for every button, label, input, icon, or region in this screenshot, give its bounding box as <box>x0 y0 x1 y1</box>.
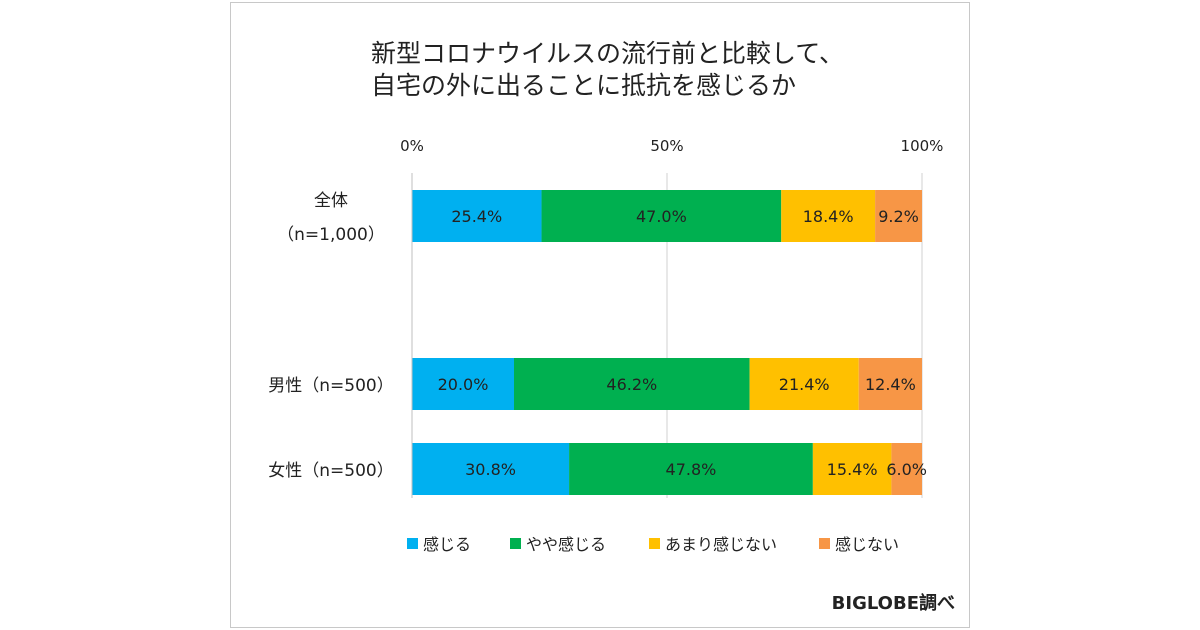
data-label: 21.4% <box>779 375 830 394</box>
bar-segment <box>412 190 542 242</box>
data-label: 46.2% <box>606 375 657 394</box>
data-label: 47.0% <box>636 207 687 226</box>
bar-segment <box>541 190 782 242</box>
legend-swatch <box>649 538 660 549</box>
stacked-bar-chart: 0% 50% 100% 25.4% 47.0% 18.4% 9.2% 全体 （n=1,000） 2… <box>268 137 944 554</box>
bar-segment <box>781 190 876 242</box>
bar-segment <box>875 190 922 242</box>
bar-segment <box>412 358 514 410</box>
data-label: 25.4% <box>451 207 502 226</box>
chart-title-line-2: 自宅の外に出ることに抵抗を感じるか <box>371 71 797 100</box>
data-label: 15.4% <box>827 460 878 479</box>
bar-segment <box>412 443 570 495</box>
legend-label: 感じない <box>835 535 899 554</box>
legend-label: あまり感じない <box>665 535 777 554</box>
source-credit: BIGLOBE調べ <box>831 593 955 614</box>
legend-label: やや感じる <box>526 535 606 554</box>
data-label: 18.4% <box>803 207 854 226</box>
x-tick-label: 50% <box>650 137 683 155</box>
data-label: 12.4% <box>865 375 916 394</box>
x-tick-label: 100% <box>901 137 944 155</box>
data-label: 9.2% <box>878 207 919 226</box>
data-label: 20.0% <box>438 375 489 394</box>
chart-title-line-1: 新型コロナウイルスの流行前と比較して、 <box>371 39 845 68</box>
legend-swatch <box>819 538 830 549</box>
bar-segment <box>858 358 922 410</box>
bar-segment <box>569 443 813 495</box>
x-tick-label: 0% <box>400 137 424 155</box>
chart-frame: 新型コロナウイルスの流行前と比較して、 自宅の外に出ることに抵抗を感じるか 0%… <box>230 2 970 628</box>
legend-label: 感じる <box>423 535 471 554</box>
legend-swatch <box>510 538 521 549</box>
category-label: 全体 <box>314 191 348 211</box>
legend-swatch <box>407 538 418 549</box>
data-label: 6.0% <box>886 460 927 479</box>
category-label: （n=1,000） <box>277 225 385 245</box>
data-label: 47.8% <box>666 460 717 479</box>
data-label: 30.8% <box>465 460 516 479</box>
bar-segment <box>749 358 859 410</box>
bar-segment <box>514 358 750 410</box>
bar-segment <box>891 443 922 495</box>
bar-segment <box>812 443 892 495</box>
category-label: 女性（n=500） <box>268 461 393 481</box>
category-label: 男性（n=500） <box>268 376 393 396</box>
